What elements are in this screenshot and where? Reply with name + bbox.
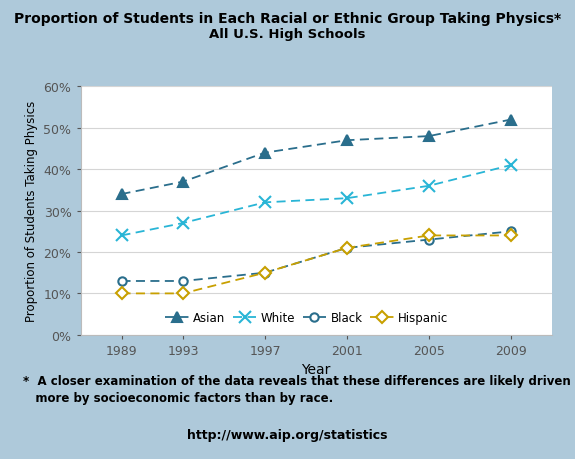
Text: Proportion of Students in Each Racial or Ethnic Group Taking Physics*: Proportion of Students in Each Racial or… [14,11,561,25]
White [179,221,186,226]
White [118,233,125,239]
Black [118,279,125,284]
White [508,163,515,168]
Hispanic [262,270,269,276]
Line: Hispanic: Hispanic [117,232,515,298]
Legend: Asian, White, Black, Hispanic: Asian, White, Black, Hispanic [165,311,448,324]
Black [508,229,515,235]
Hispanic [118,291,125,297]
Hispanic [179,291,186,297]
Line: Asian: Asian [117,115,516,200]
Black [343,246,350,251]
Black [262,270,269,276]
Line: Black: Black [117,228,515,285]
Line: White: White [116,160,516,241]
Y-axis label: Proportion of Students Taking Physics: Proportion of Students Taking Physics [25,101,38,321]
Asian [118,192,125,197]
Hispanic [426,233,432,239]
White [343,196,350,202]
Asian [426,134,432,140]
Asian [343,138,350,144]
Black [179,279,186,284]
Asian [179,179,186,185]
Text: *  A closer examination of the data reveals that these differences are likely dr: * A closer examination of the data revea… [23,374,571,387]
Text: more by socioeconomic factors than by race.: more by socioeconomic factors than by ra… [23,391,333,404]
X-axis label: Year: Year [301,363,331,376]
Hispanic [508,233,515,239]
Asian [262,151,269,156]
Black [426,237,432,243]
White [426,184,432,189]
Text: All U.S. High Schools: All U.S. High Schools [209,28,366,40]
Asian [508,118,515,123]
Text: http://www.aip.org/statistics: http://www.aip.org/statistics [187,428,388,441]
Hispanic [343,246,350,251]
White [262,200,269,206]
